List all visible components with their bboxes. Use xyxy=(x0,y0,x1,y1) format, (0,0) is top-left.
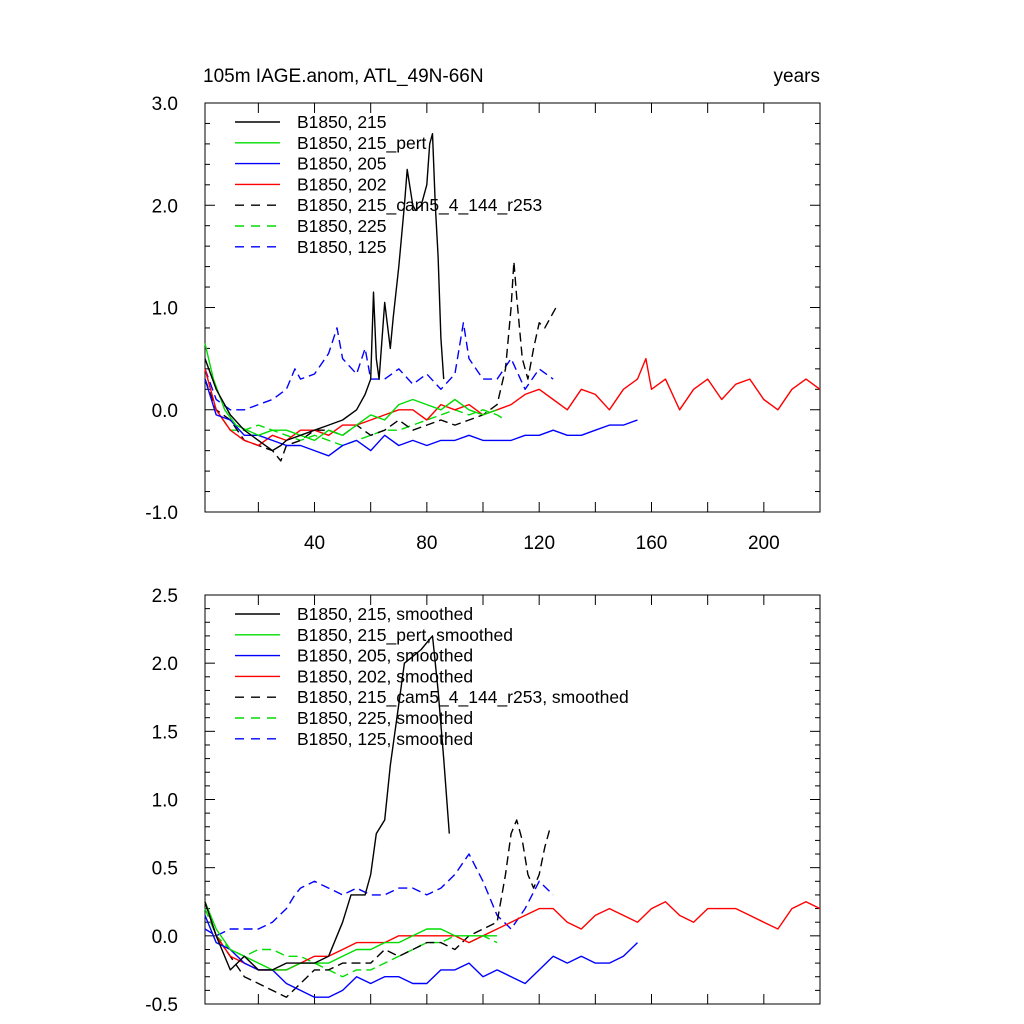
series-line xyxy=(204,901,498,971)
top-x-tick-label: 160 xyxy=(636,533,668,554)
bottom-y-tick-label: 2.5 xyxy=(152,586,178,607)
series-line xyxy=(204,260,557,462)
bottom-ticks: -0.5 0.0 0.5 1.0 1.5 2.0 2.5 xyxy=(145,586,820,1016)
series-line xyxy=(204,901,821,971)
series-line xyxy=(204,908,498,978)
series-line xyxy=(204,322,554,411)
legend-label: B1850, 215_cam5_4_144_r253 xyxy=(297,195,542,216)
series-line xyxy=(204,915,638,998)
legend-label: B1850, 215_pert xyxy=(297,133,427,154)
legend-label: B1850, 205 xyxy=(297,154,387,174)
bottom-y-tick-label: 0.5 xyxy=(152,859,178,880)
top-x-tick-label: 80 xyxy=(416,533,437,554)
series-line xyxy=(204,819,552,998)
series-line xyxy=(204,378,638,457)
bottom-y-tick-label: -0.5 xyxy=(145,995,178,1016)
series-line xyxy=(204,343,498,442)
top-y-tick-label: -1.0 xyxy=(145,503,178,524)
bottom-series xyxy=(204,635,821,998)
legend-label: B1850, 125 xyxy=(297,237,387,257)
legend-label: B1850, 202 xyxy=(297,174,387,194)
bottom-y-tick-label: 1.5 xyxy=(152,722,178,743)
legend-label: B1850, 215_pert, smoothed xyxy=(297,625,513,646)
top-series xyxy=(204,132,821,462)
series-line xyxy=(204,635,450,971)
legend-label: B1850, 205, smoothed xyxy=(297,646,473,666)
top-x-tick-label: 40 xyxy=(304,533,325,554)
top-y-tick-label: 3.0 xyxy=(152,94,178,115)
bottom-y-tick-label: 0.0 xyxy=(152,927,178,948)
series-line xyxy=(204,853,554,937)
top-y-tick-label: 2.0 xyxy=(152,196,178,217)
legend-label: B1850, 215 xyxy=(297,112,387,132)
series-line xyxy=(204,132,445,452)
top-y-tick-label: 0.0 xyxy=(152,401,178,422)
legend-label: B1850, 225, smoothed xyxy=(297,708,473,728)
units-label: years xyxy=(774,66,820,87)
top-panel-title: 105m IAGE.anom, ATL_49N-66N xyxy=(203,66,484,87)
legend-label: B1850, 202, smoothed xyxy=(297,666,473,686)
top-ticks: 40 80 120 160 200 -1.0 0.0 1.0 2.0 3.0 xyxy=(145,94,820,554)
bottom-y-tick-label: 1.0 xyxy=(152,791,178,812)
series-line xyxy=(204,357,821,447)
legend-label: B1850, 125, smoothed xyxy=(297,729,473,749)
legend-label: B1850, 225 xyxy=(297,216,387,236)
bottom-panel: -0.5 0.0 0.5 1.0 1.5 2.0 2.5 B1850, 215, smoot… xyxy=(145,586,821,1016)
bottom-y-tick-label: 2.0 xyxy=(152,654,178,675)
top-panel: 105m IAGE.anom, ATL_49N-66N years 40 80 12… xyxy=(145,66,821,554)
legend-label: B1850, 215_cam5_4_144_r253, smoothed xyxy=(297,687,629,708)
top-x-tick-label: 120 xyxy=(523,533,555,554)
legend-label: B1850, 215, smoothed xyxy=(297,604,473,624)
top-x-tick-label: 200 xyxy=(748,533,780,554)
top-y-tick-label: 1.0 xyxy=(152,299,178,320)
